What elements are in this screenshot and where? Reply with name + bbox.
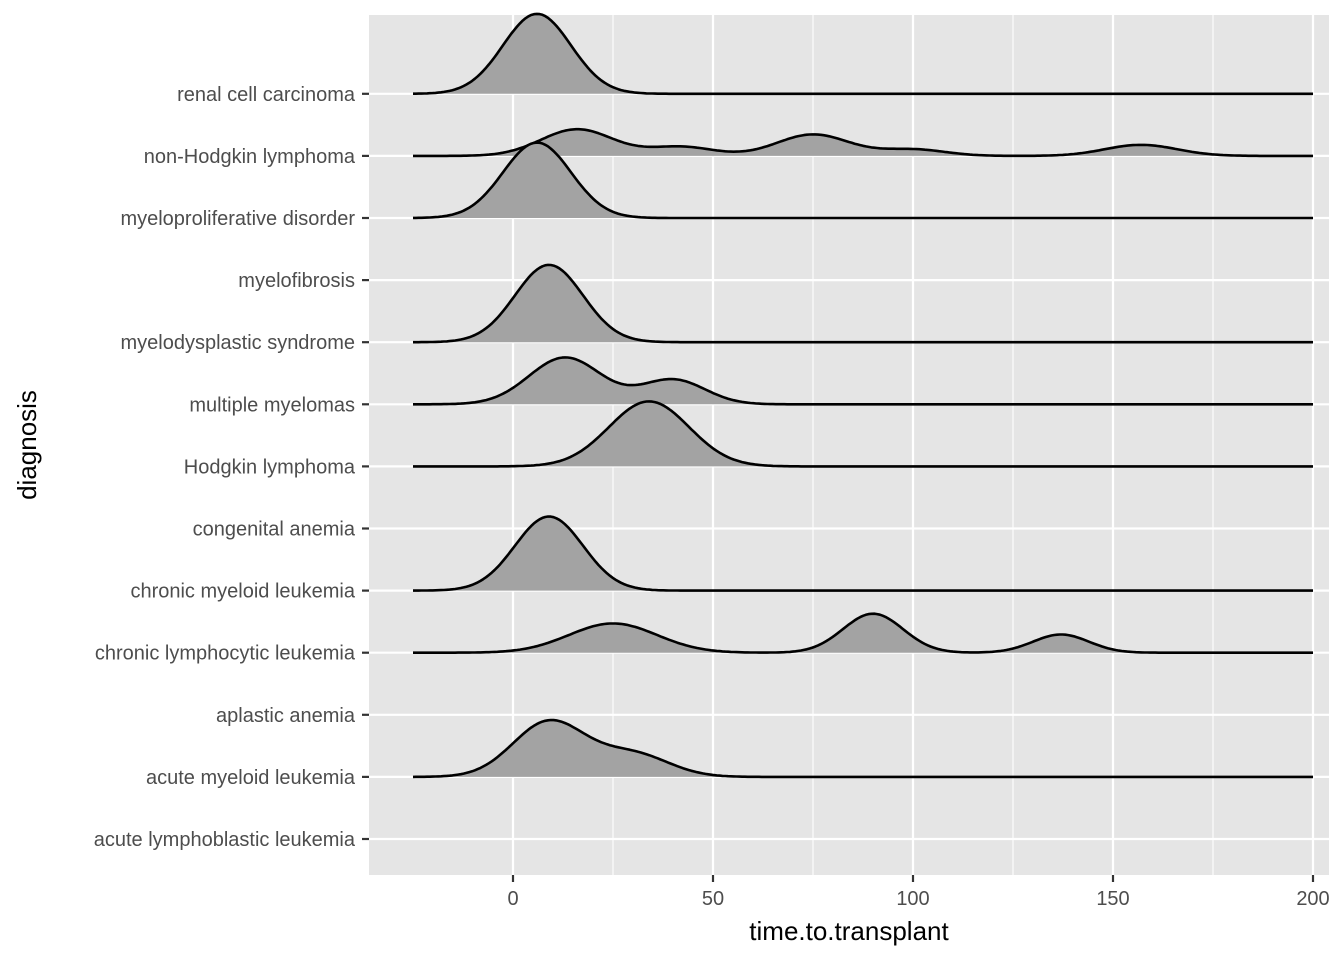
ridge-line [412, 718, 1313, 779]
ridge-line [413, 263, 1313, 344]
y-tick-label: myelofibrosis [238, 270, 355, 292]
x-tick-label: 100 [896, 888, 929, 910]
y-tick-label: multiple myelomas [189, 394, 355, 416]
ridge-line [413, 400, 1313, 468]
ridge-line [413, 515, 1313, 592]
x-tick-label: 0 [507, 888, 518, 910]
ridge-line [413, 356, 1313, 406]
y-tick-label: non-Hodgkin lymphoma [144, 146, 356, 168]
grid-minor [612, 15, 1214, 875]
x-tick-label: 200 [1296, 888, 1329, 910]
ridge-line [413, 141, 1313, 220]
ridge-fill [413, 613, 1313, 653]
ridge-fill [413, 129, 1313, 156]
y-tick-label: Hodgkin lymphoma [184, 456, 356, 478]
y-tick-label: aplastic anemia [216, 705, 356, 727]
x-tick-label: 50 [702, 888, 724, 910]
x-tick-label: 150 [1096, 888, 1129, 910]
ridge-line [413, 127, 1313, 158]
ridge-fill [413, 264, 1313, 343]
y-tick-label: renal cell carcinoma [177, 84, 356, 106]
y-tick-label: chronic myeloid leukemia [130, 581, 355, 603]
ridge-line [413, 12, 1313, 96]
y-tick-label: congenital anemia [193, 519, 356, 541]
y-tick-label: myelodysplastic syndrome [120, 332, 355, 354]
ridge-fill [413, 357, 1313, 405]
y-axis: acute lymphoblastic leukemia acute myeloi… [94, 84, 369, 851]
ridge-line [413, 612, 1313, 654]
ridge-fill [413, 720, 1313, 777]
y-axis-title: diagnosis [12, 390, 42, 500]
y-tick-label: myeloproliferative disorder [120, 208, 355, 230]
y-tick-label: acute myeloid leukemia [146, 767, 356, 789]
y-tick-label: acute lymphoblastic leukemia [94, 829, 356, 851]
x-axis: 0 50 100 150 200 [507, 875, 1330, 910]
y-tick-label: chronic lymphocytic leukemia [95, 643, 356, 665]
ridge-fill [413, 516, 1313, 591]
ridge-fill [413, 13, 1313, 94]
ridge-fill [413, 142, 1313, 218]
x-axis-title: time.to.transplant [749, 916, 949, 946]
ridges [412, 12, 1313, 779]
ridge-fill [413, 401, 1313, 467]
